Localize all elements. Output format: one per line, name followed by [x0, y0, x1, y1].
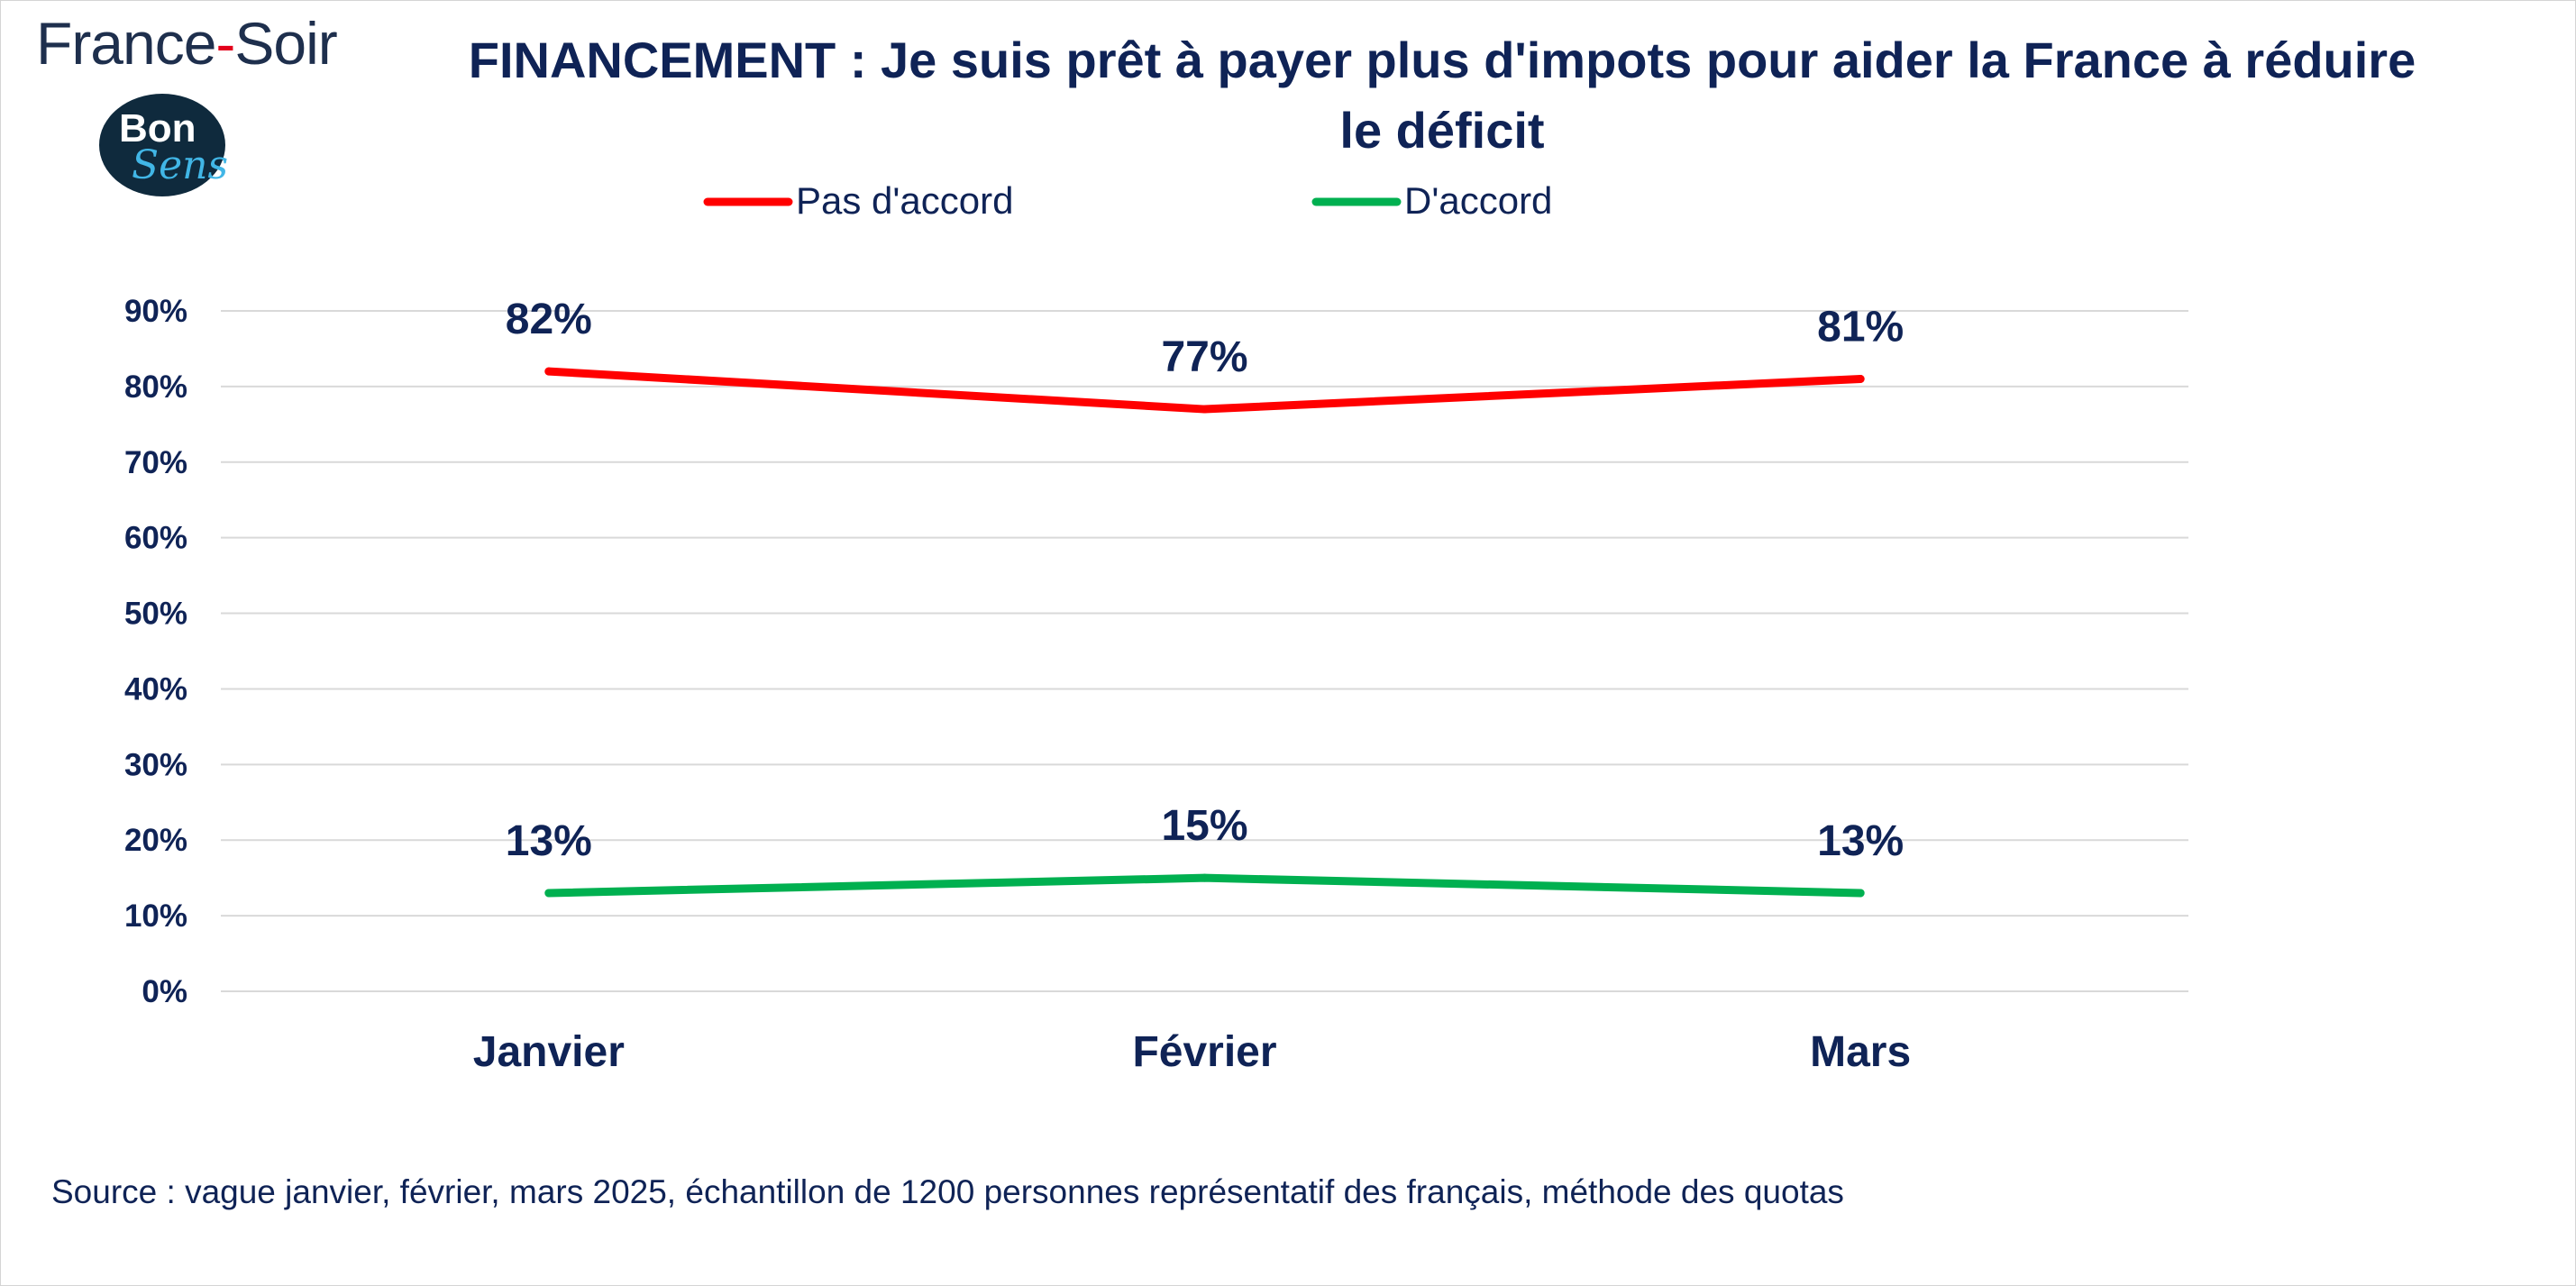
- data-point: [544, 367, 553, 376]
- data-point: [1201, 873, 1209, 882]
- y-tick-label: 80%: [124, 369, 187, 405]
- data-point: [1201, 405, 1209, 414]
- legend-label: D'accord: [1404, 179, 1552, 222]
- legend: Pas d'accord D'accord: [703, 179, 1552, 222]
- y-tick-label: 0%: [142, 974, 187, 1009]
- brand-name-right: Soir: [234, 10, 337, 77]
- data-label: 13%: [506, 817, 592, 865]
- data-point: [1856, 889, 1865, 898]
- data-point: [1856, 375, 1865, 383]
- data-label: 82%: [506, 296, 592, 343]
- source-note: Source : vague janvier, février, mars 20…: [51, 1173, 1844, 1210]
- legend-label: Pas d'accord: [796, 179, 1013, 222]
- data-label: 13%: [1817, 817, 1904, 865]
- logo-line-1: Bon: [119, 106, 196, 150]
- y-tick-label: 90%: [124, 294, 187, 329]
- line-chart: Pas d'accord D'accord 0% 10% 20% 30% 40% 50% 60…: [124, 179, 2188, 1076]
- y-tick-label: 30%: [124, 747, 187, 782]
- y-tick-label: 60%: [124, 521, 187, 556]
- y-tick-label: 10%: [124, 898, 187, 934]
- x-tick-label: Janvier: [473, 1028, 625, 1076]
- data-label: 15%: [1161, 802, 1247, 850]
- logo-line-2: Sens: [132, 142, 229, 188]
- x-tick-label: Février: [1132, 1028, 1276, 1076]
- data-point: [544, 889, 553, 898]
- chart-title: FINANCEMENT : Je suis prêt à payer plus …: [468, 32, 2416, 159]
- y-tick-label: 40%: [124, 671, 187, 707]
- x-axis: Janvier Février Mars: [473, 1028, 1911, 1076]
- data-label: 81%: [1817, 304, 1904, 351]
- gridlines: [221, 310, 2188, 992]
- brand-name-left: France: [36, 10, 216, 77]
- series-group: 82% 77% 81% 13% 15% 13%: [506, 296, 1904, 898]
- bon-sens-logo: Bon Sens: [99, 94, 229, 196]
- brand-logo-text: France-Soir: [36, 9, 338, 78]
- data-label: 77%: [1161, 333, 1247, 381]
- x-tick-label: Mars: [1810, 1028, 1911, 1076]
- y-tick-label: 50%: [124, 597, 187, 632]
- y-tick-label: 70%: [124, 445, 187, 480]
- brand-name-separator: -: [215, 10, 235, 77]
- y-tick-label: 20%: [124, 823, 187, 858]
- y-axis: 0% 10% 20% 30% 40% 50% 60% 70% 80% 90%: [124, 294, 187, 1009]
